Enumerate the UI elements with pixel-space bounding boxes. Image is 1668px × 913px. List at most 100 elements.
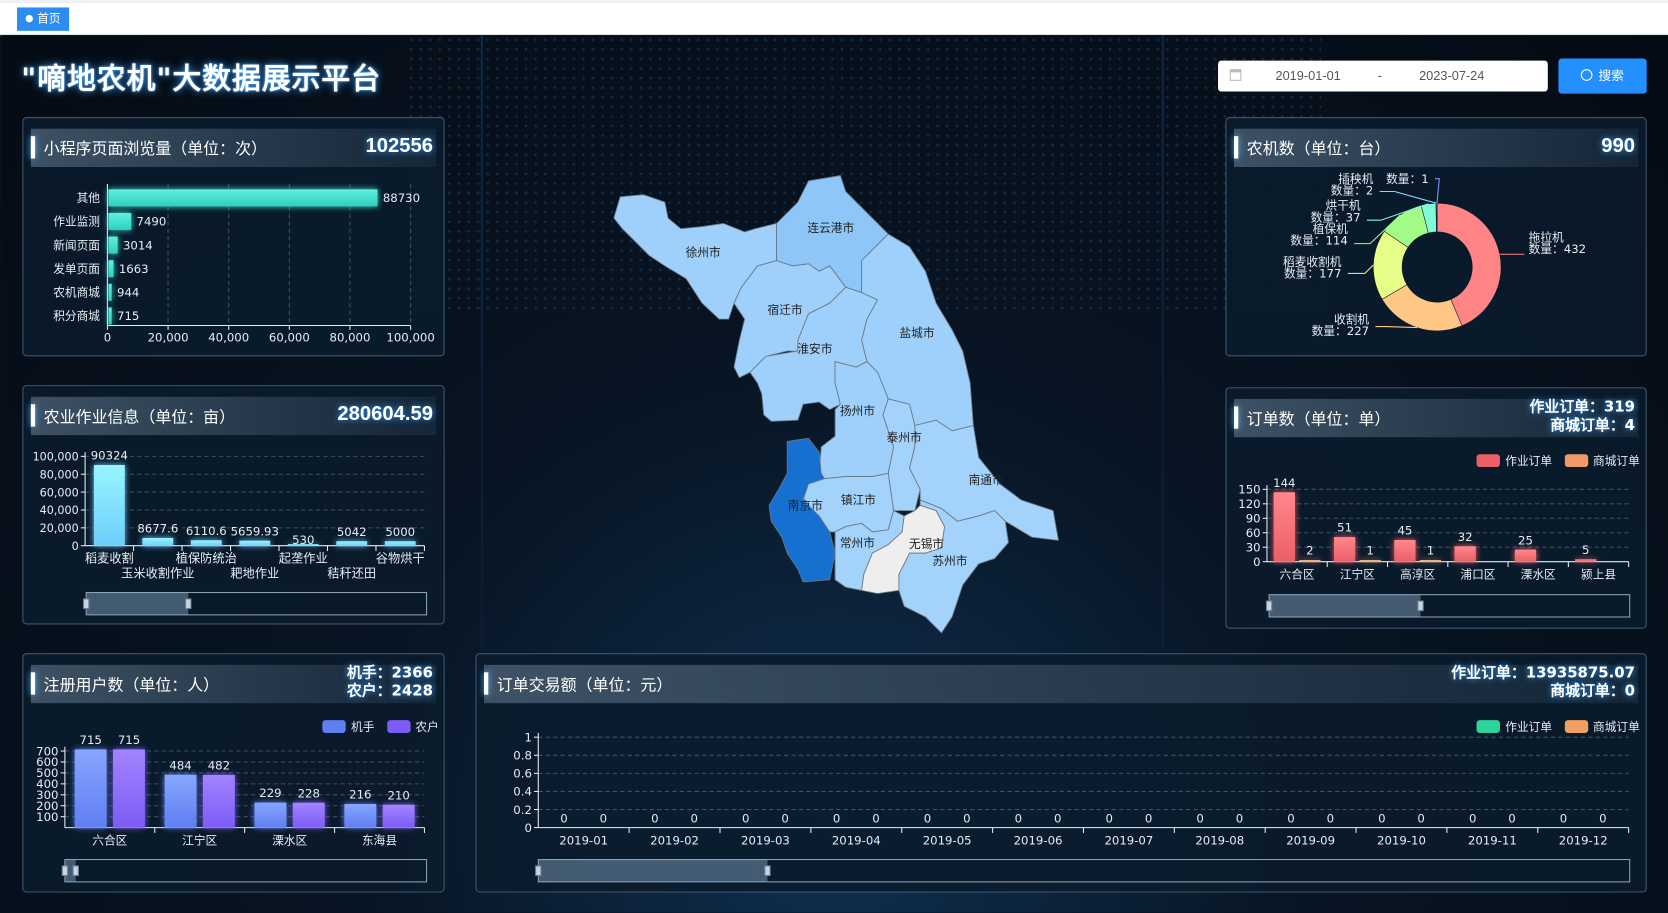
light-line xyxy=(1161,35,1164,913)
x-tick-label: 2019-03 xyxy=(741,834,790,848)
zoom-slider-handle[interactable] xyxy=(1265,600,1273,612)
pie-label-name: 拖拉机 xyxy=(1528,230,1564,245)
calendar-icon xyxy=(1229,69,1242,81)
panel-machines: 农机数（单位：台） 990 拖拉机 数量：432 收割机 数量：227 稻麦收割机 数量：1… xyxy=(1225,117,1647,357)
map-region-label: 南京市 xyxy=(788,499,823,513)
bar xyxy=(74,749,107,828)
data-label: 8677.6 xyxy=(137,522,178,536)
pie-label: 拖拉机 数量：432 xyxy=(1529,232,1586,255)
data-label: 25 xyxy=(1518,533,1533,547)
x-tick-label: 东海县 xyxy=(362,834,397,848)
x-tick-label: 高淳区 xyxy=(1400,568,1435,582)
legend-item[interactable]: 机手 xyxy=(322,720,374,734)
panel-header: 注册用户数（单位：人） 机手：2366 农户：2428 xyxy=(30,664,437,704)
zoom-slider-window[interactable] xyxy=(86,592,189,615)
map-region-label: 镇江市 xyxy=(841,493,876,507)
y-tick-label: 发单页面 xyxy=(53,262,100,276)
label-leader-line xyxy=(1379,190,1437,204)
legend-item[interactable]: 商城订单 xyxy=(1564,720,1640,734)
data-label: 0 xyxy=(1508,811,1515,825)
start-date-input[interactable]: 2019-01-01 xyxy=(1275,68,1341,83)
panel-total: 280604.59 xyxy=(337,403,433,426)
x-tick-label: 60,000 xyxy=(269,330,310,344)
map-region[interactable] xyxy=(909,419,1059,541)
bar xyxy=(202,774,235,828)
y-tick-label: 0 xyxy=(72,540,79,553)
x-tick-label: 2019-05 xyxy=(923,834,972,848)
zoom-slider-track[interactable] xyxy=(64,859,428,883)
y-tick-label: 20,000 xyxy=(40,522,79,535)
x-tick-label: 玉米收割作业 xyxy=(121,566,194,581)
end-date-input[interactable]: 2023-07-24 xyxy=(1419,68,1485,83)
zoom-slider-window[interactable] xyxy=(1269,594,1421,617)
legend-swatch xyxy=(1564,454,1588,467)
y-tick-label: 90 xyxy=(1246,512,1261,526)
zoom-slider-handle[interactable] xyxy=(61,865,69,877)
data-label: 32 xyxy=(1458,530,1473,544)
zoom-slider-window[interactable] xyxy=(64,859,76,882)
y-tick-label: 0.6 xyxy=(513,767,532,781)
x-tick-label: 谷物烘干 xyxy=(376,552,425,566)
x-tick-label: 2019-02 xyxy=(650,834,699,848)
legend-label: 农户 xyxy=(415,720,439,735)
y-tick-label: 0 xyxy=(1253,555,1260,569)
label-leader-line xyxy=(1354,214,1401,245)
data-label: 0 xyxy=(872,811,879,825)
map-region-label: 连云港市 xyxy=(807,221,854,235)
bar xyxy=(108,260,114,278)
search-button[interactable]: 搜索 xyxy=(1558,58,1647,94)
bar xyxy=(108,236,118,254)
data-label: 5659.93 xyxy=(231,524,279,538)
zoom-slider-handle[interactable] xyxy=(535,865,542,877)
bar xyxy=(108,212,132,230)
map-region[interactable] xyxy=(898,499,1009,634)
data-label: 0 xyxy=(1105,811,1112,825)
data-label: 0 xyxy=(691,811,698,825)
legend-item[interactable]: 作业订单 xyxy=(1476,720,1552,734)
tab-home[interactable]: 首页 xyxy=(17,7,70,31)
data-label: 0 xyxy=(1560,811,1567,825)
zoom-slider-window[interactable] xyxy=(538,859,768,882)
header-accent xyxy=(30,136,36,159)
panel-header: 农机数（单位：台） 990 xyxy=(1233,128,1639,168)
zoom-slider-handle[interactable] xyxy=(1417,600,1424,612)
legend-swatch xyxy=(1564,720,1588,733)
legend-item[interactable]: 作业订单 xyxy=(1476,454,1552,468)
legend-item[interactable]: 农户 xyxy=(386,720,439,735)
data-label: 5000 xyxy=(385,525,415,539)
header-accent xyxy=(1233,406,1239,429)
data-label: 88730 xyxy=(383,191,420,205)
zoom-slider-handle[interactable] xyxy=(82,598,90,610)
data-label: 5 xyxy=(1582,543,1589,557)
bar xyxy=(1333,537,1356,562)
x-tick-label: 2019-07 xyxy=(1104,834,1153,848)
search-icon xyxy=(1581,69,1593,81)
pie-label: 烘干机 数量：37 xyxy=(1311,200,1361,223)
pie-label-name: 稻麦收割机 xyxy=(1282,255,1342,270)
map-region[interactable] xyxy=(768,437,836,583)
y-tick-label: 60,000 xyxy=(40,486,79,499)
y-tick-label: 80,000 xyxy=(40,468,79,481)
zoom-slider-handle[interactable] xyxy=(185,598,192,610)
y-tick-label: 700 xyxy=(36,744,58,758)
data-label: 715 xyxy=(117,309,139,323)
data-label: 715 xyxy=(118,733,140,747)
x-tick-label: 2019-09 xyxy=(1286,834,1335,848)
legend-item[interactable]: 商城订单 xyxy=(1564,454,1640,468)
panel-title: 注册用户数（单位：人） xyxy=(43,675,220,695)
pie-label-name: 收割机 xyxy=(1333,312,1370,327)
map-region[interactable] xyxy=(882,398,921,512)
data-label: 1663 xyxy=(119,262,149,276)
zoom-slider-handle[interactable] xyxy=(72,865,79,877)
data-label: 0 xyxy=(1196,811,1203,825)
page-title: "嘀地农机"大数据展示平台 xyxy=(21,62,381,96)
bar xyxy=(190,540,222,546)
pie-label: 稻麦收割机 数量：177 xyxy=(1283,256,1342,279)
label-leader-line xyxy=(1375,326,1418,329)
date-range-picker[interactable]: 2019-01-01 - 2023-07-24 xyxy=(1218,60,1548,92)
farmwork-chart: 0 20,000 40,000 60,000 80,000 100,000 稻麦收割 9032… xyxy=(33,449,428,616)
pie-label: 收割机 数量：227 xyxy=(1312,314,1369,337)
zoom-slider-handle[interactable] xyxy=(764,865,771,877)
donut-slice[interactable] xyxy=(1436,202,1502,327)
